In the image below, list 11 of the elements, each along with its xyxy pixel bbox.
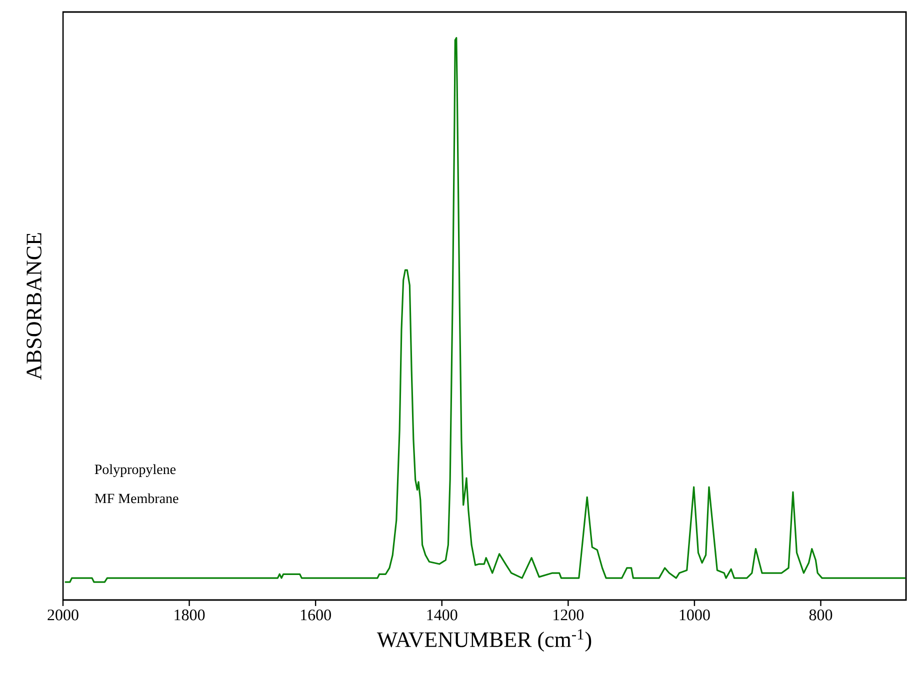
x-tick-label: 1000 [680,610,710,620]
x-tick-label: 1800 [174,610,205,620]
x-tick-label: 1600 [300,610,331,620]
x-tick-label: 1400 [427,610,458,620]
x-tick-label: 800 [809,610,832,620]
y-axis-title: ABSORBANCE [26,233,42,380]
annotation: Polypropylene [94,464,176,478]
annotation: MF Membrane [94,493,178,504]
x-tick-label: 1200 [554,610,584,620]
x-tick-label: 2000 [48,610,78,620]
x-axis-title: WAVENUMBER (cm$^{-1}$) [376,629,592,652]
